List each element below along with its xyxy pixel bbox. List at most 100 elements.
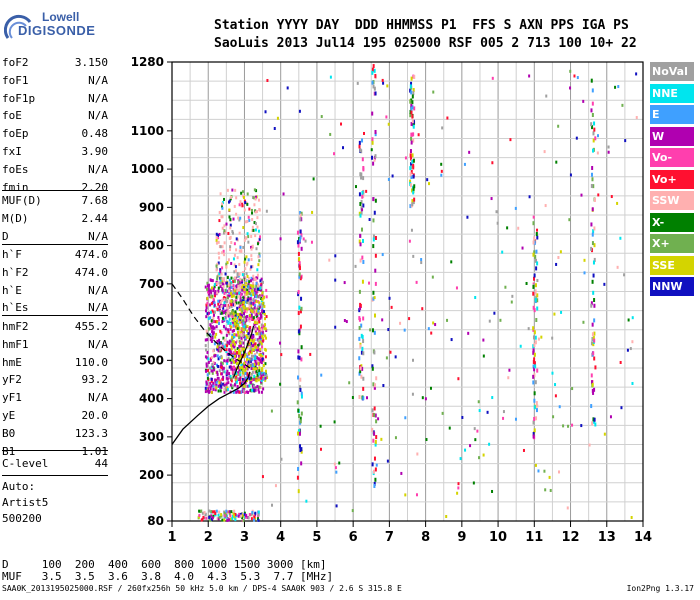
echo-point bbox=[216, 308, 219, 312]
echo-point bbox=[226, 296, 229, 300]
echo-point bbox=[252, 301, 255, 305]
echo-point bbox=[241, 202, 244, 206]
noise-point bbox=[387, 122, 390, 126]
trace-point bbox=[591, 279, 594, 284]
echo-point bbox=[230, 295, 233, 299]
echo-point bbox=[245, 263, 248, 267]
noise-point bbox=[411, 392, 414, 396]
echo-point bbox=[224, 327, 227, 331]
trace-point bbox=[590, 301, 593, 306]
echo-point bbox=[215, 238, 218, 242]
ground-echo-point bbox=[234, 512, 237, 516]
echo-point bbox=[248, 377, 251, 381]
echo-point bbox=[237, 282, 240, 286]
param-row: foF2 3.150 bbox=[2, 56, 108, 74]
echo-point bbox=[212, 287, 215, 291]
echo-point bbox=[234, 269, 237, 273]
echo-point bbox=[236, 238, 239, 242]
y-tick-label: 800 bbox=[139, 239, 164, 253]
echo-point bbox=[219, 329, 222, 333]
echo-point bbox=[259, 372, 262, 376]
trace-point bbox=[360, 172, 363, 177]
echo-point bbox=[226, 276, 229, 280]
echo-point bbox=[221, 342, 224, 346]
trace-point bbox=[358, 356, 361, 361]
noise-point bbox=[583, 258, 586, 262]
noise-point bbox=[558, 470, 561, 474]
echo-point bbox=[210, 390, 213, 394]
echo-point bbox=[205, 380, 208, 384]
echo-point bbox=[261, 298, 264, 302]
echo-point bbox=[237, 390, 240, 394]
trace-point bbox=[360, 175, 363, 180]
echo-point bbox=[211, 336, 214, 340]
trace-point bbox=[591, 177, 594, 182]
legend-item-vo-: Vo+ bbox=[650, 169, 694, 189]
noise-point bbox=[368, 217, 371, 221]
trace-point bbox=[412, 119, 415, 124]
trace-point bbox=[299, 229, 302, 234]
noise-point bbox=[621, 103, 624, 107]
echo-point bbox=[243, 306, 246, 310]
logo-text-lowell: Lowell bbox=[42, 10, 80, 24]
echo-point bbox=[253, 291, 256, 295]
echo-point bbox=[258, 368, 261, 372]
trace-point bbox=[298, 305, 301, 310]
noise-point bbox=[394, 355, 397, 359]
echo-point bbox=[209, 316, 212, 320]
echo-point bbox=[213, 310, 216, 314]
param-separator bbox=[2, 475, 108, 476]
echo-point bbox=[226, 352, 229, 356]
noise-point bbox=[623, 273, 626, 277]
echo-point bbox=[220, 204, 223, 208]
param-label: yF1 bbox=[2, 391, 22, 405]
trace-point bbox=[592, 335, 595, 340]
echo-point bbox=[252, 343, 255, 347]
trace-point bbox=[361, 138, 364, 143]
echo-point bbox=[240, 382, 243, 386]
echo-point bbox=[219, 268, 222, 272]
trace-point bbox=[298, 414, 301, 419]
echo-point bbox=[236, 275, 239, 279]
echo-point bbox=[231, 338, 234, 342]
echo-point bbox=[243, 238, 246, 242]
trace-point bbox=[532, 240, 535, 245]
noise-point bbox=[477, 400, 480, 404]
trace-point bbox=[409, 183, 412, 188]
param-label: MUF(D) bbox=[2, 194, 42, 207]
trace-point bbox=[297, 349, 300, 354]
trace-point bbox=[412, 91, 415, 96]
echo-point bbox=[256, 210, 259, 214]
trace-point bbox=[533, 391, 536, 396]
noise-point bbox=[388, 296, 391, 300]
echo-point bbox=[223, 345, 226, 349]
legend-item-vo-: Vo- bbox=[650, 148, 694, 167]
noise-point bbox=[527, 327, 530, 331]
trace-point bbox=[299, 419, 302, 424]
echo-point bbox=[251, 378, 254, 382]
trace-point bbox=[362, 386, 365, 391]
echo-point bbox=[246, 232, 249, 236]
echo-point bbox=[246, 261, 249, 265]
echo-point bbox=[244, 336, 247, 340]
param-label: C-level bbox=[2, 457, 49, 470]
echo-point bbox=[210, 379, 213, 383]
version-label: Ion2Png 1.3.17 bbox=[626, 584, 694, 593]
echo-point bbox=[244, 257, 247, 261]
param-row: MUF(D) 7.68 bbox=[2, 194, 108, 212]
auto-scaling-text: Artist5 bbox=[2, 496, 49, 509]
echo-point bbox=[229, 245, 232, 249]
echo-point bbox=[229, 286, 232, 290]
noise-point bbox=[459, 457, 462, 461]
echo-point bbox=[246, 372, 249, 376]
echo-point bbox=[213, 326, 216, 330]
noise-point bbox=[555, 160, 558, 164]
noise-point bbox=[557, 256, 560, 260]
echo-point bbox=[214, 290, 217, 294]
noise-point bbox=[488, 442, 491, 446]
param-value: 20.0 bbox=[81, 408, 109, 422]
x-tick-label: 10 bbox=[489, 530, 507, 545]
echo-point bbox=[230, 361, 233, 365]
plot-frame bbox=[171, 61, 644, 522]
echo-point bbox=[247, 384, 250, 388]
